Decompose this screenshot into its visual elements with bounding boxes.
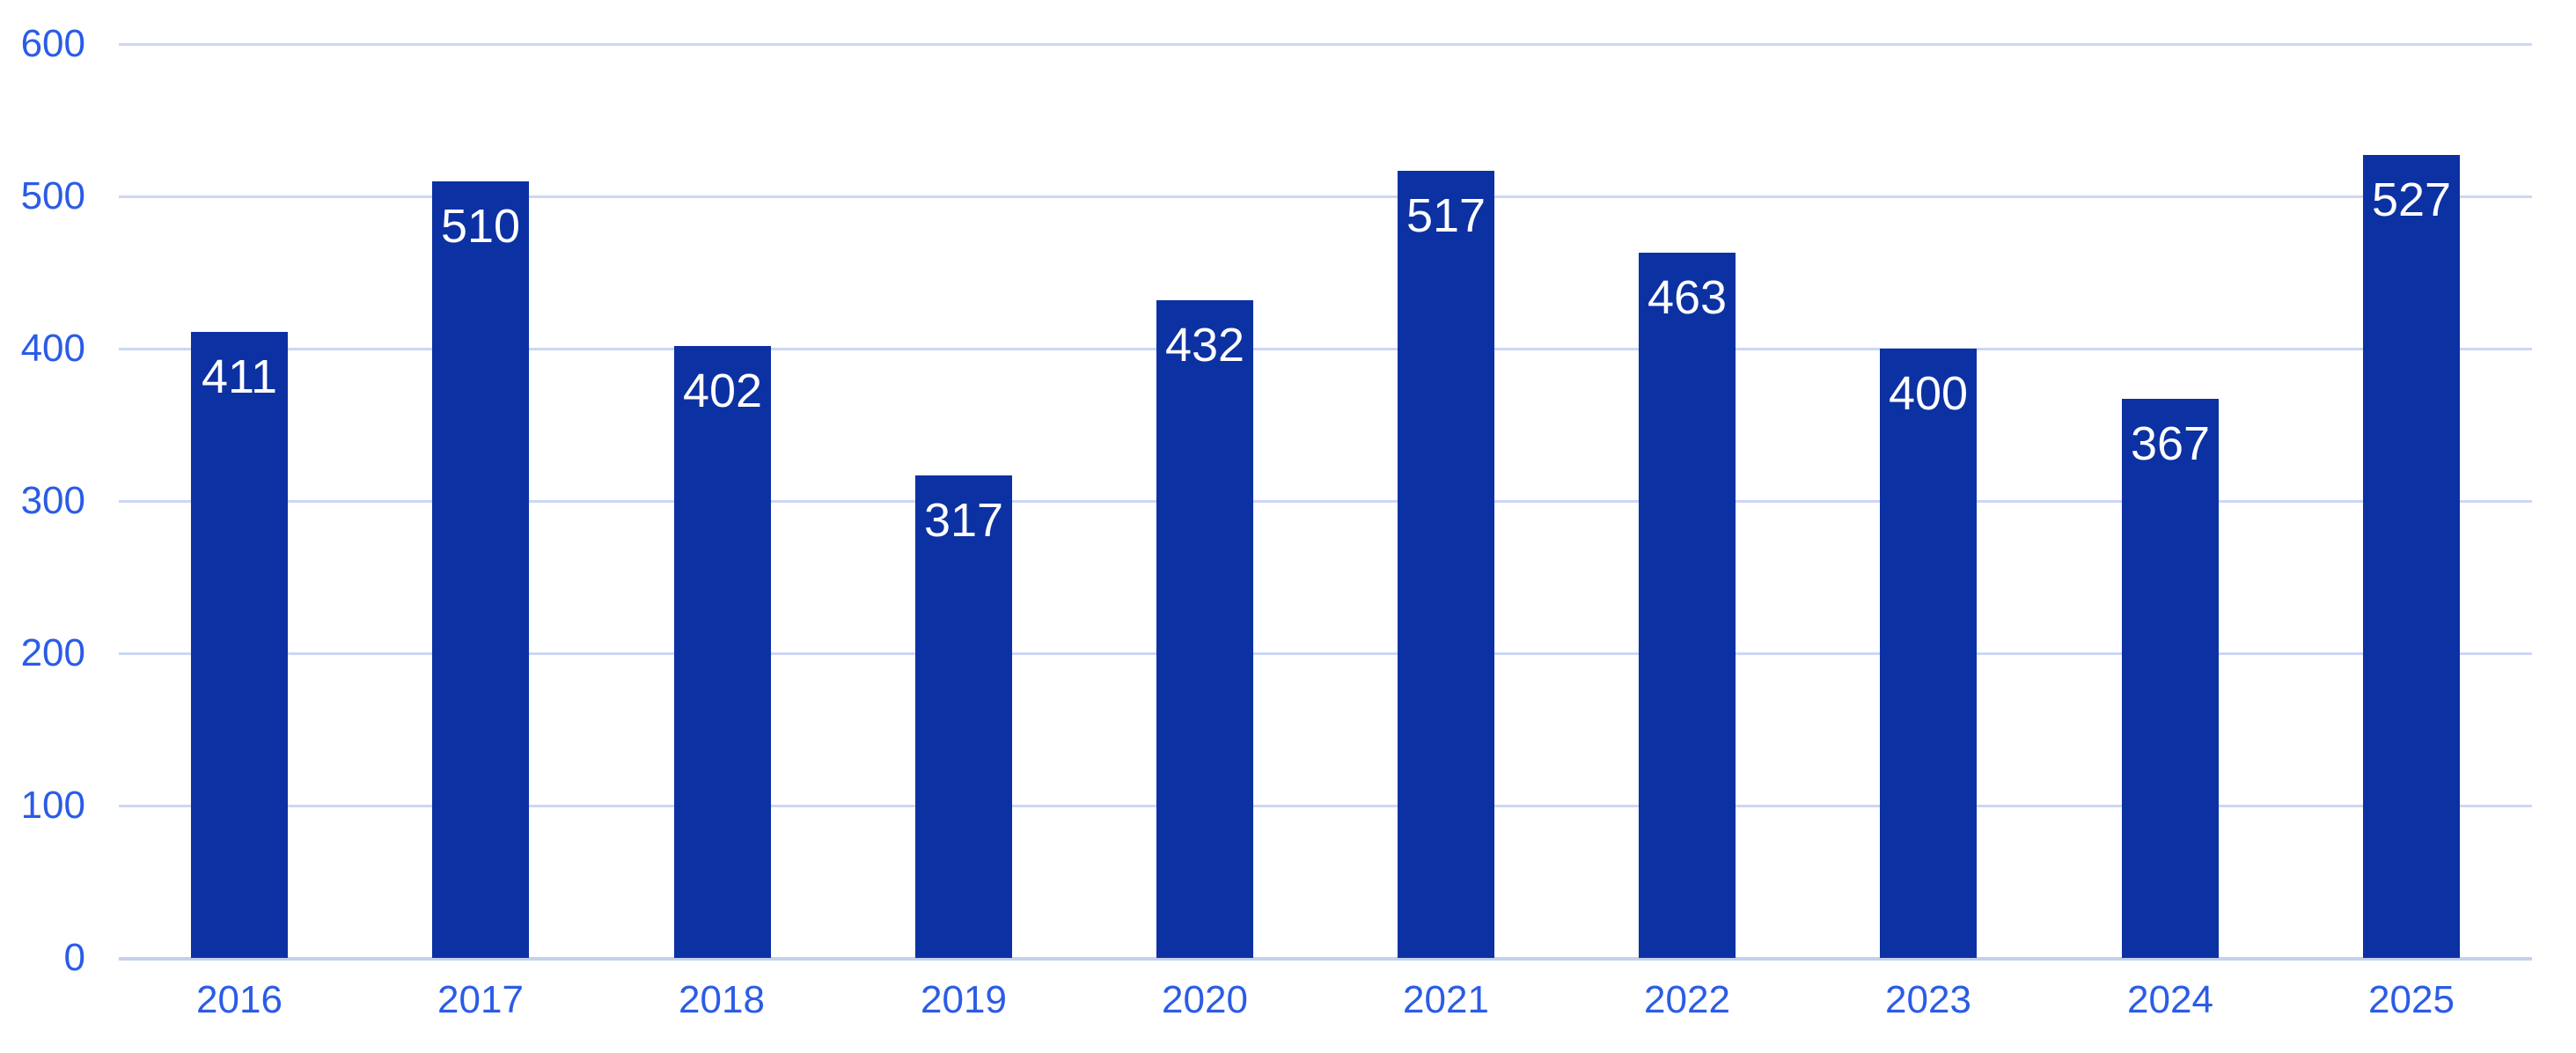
x-axis-tick-label: 2025 <box>2368 978 2455 1021</box>
bar-value-label: 510 <box>440 200 521 253</box>
bar[interactable]: 527 <box>2363 155 2460 958</box>
x-axis-baseline <box>119 956 2532 961</box>
gridline <box>119 804 2532 807</box>
y-axis-tick-label: 100 <box>20 784 85 827</box>
bar[interactable]: 400 <box>1880 349 1977 958</box>
bar-value-label: 367 <box>2130 417 2211 470</box>
bar[interactable]: 367 <box>2122 399 2219 958</box>
bar-value-label: 527 <box>2371 173 2452 226</box>
gridline <box>119 42 2532 46</box>
gridline <box>119 499 2532 503</box>
y-axis-tick-label: 300 <box>20 479 85 522</box>
x-axis-tick-label: 2018 <box>679 978 765 1021</box>
bar-value-label: 463 <box>1647 271 1728 324</box>
bar-value-label: 432 <box>1164 319 1245 372</box>
bar-value-label: 517 <box>1405 189 1486 242</box>
y-axis-tick-label: 600 <box>20 22 85 65</box>
bar-value-label: 400 <box>1888 367 1969 420</box>
bar-value-label: 402 <box>682 364 763 417</box>
y-axis-tick-label: 0 <box>63 936 85 979</box>
gridline <box>119 652 2532 655</box>
x-axis-tick-label: 2024 <box>2127 978 2213 1021</box>
y-axis-tick-label: 200 <box>20 631 85 674</box>
bar[interactable]: 463 <box>1639 253 1736 958</box>
x-axis-tick-label: 2023 <box>1885 978 1971 1021</box>
bar[interactable]: 517 <box>1398 171 1494 958</box>
bar[interactable]: 411 <box>191 332 288 958</box>
x-axis-tick-label: 2016 <box>196 978 283 1021</box>
bar-value-label: 411 <box>201 350 278 403</box>
x-axis-tick-label: 2019 <box>921 978 1007 1021</box>
y-axis-tick-label: 500 <box>20 174 85 217</box>
gridline <box>119 195 2532 198</box>
gridline <box>119 347 2532 350</box>
x-axis-tick-label: 2022 <box>1644 978 1730 1021</box>
x-axis-tick-label: 2017 <box>437 978 524 1021</box>
bar[interactable]: 432 <box>1156 300 1253 958</box>
bar[interactable]: 317 <box>915 475 1012 958</box>
bar[interactable]: 510 <box>432 181 529 958</box>
bar-value-label: 317 <box>923 494 1004 547</box>
x-axis-tick-label: 2021 <box>1403 978 1489 1021</box>
bar[interactable]: 402 <box>674 346 771 958</box>
x-axis-tick-label: 2020 <box>1162 978 1248 1021</box>
y-axis-tick-label: 400 <box>20 327 85 370</box>
